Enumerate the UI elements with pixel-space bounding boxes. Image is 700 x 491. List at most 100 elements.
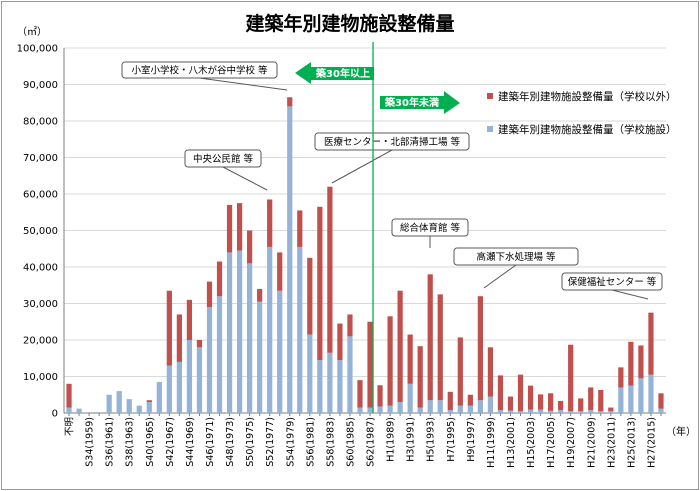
bar-school [186,340,193,413]
bar-school [598,411,604,413]
left-arrow [295,62,374,84]
bar-other [397,290,403,403]
annotation-label: 保健福祉センター 等 [568,276,657,288]
x-tick-label: H1(1989) [386,417,397,462]
bar-school [477,400,483,413]
y-axis-ticks: 0 10,000 20,000 30,000 40,000 50,000 60,000 70,… [17,44,58,420]
bar-other [287,97,293,107]
annotation-box [314,132,470,151]
bar-school [196,347,203,413]
bar-school [357,407,363,413]
x-tick-label: H21(2009) [586,417,597,468]
bar-school [578,411,584,413]
bar-other [206,281,213,308]
bar-other [216,261,223,297]
bar-other [457,337,463,406]
y-tick-label: 70,000 [23,153,58,164]
bar-other [407,334,413,384]
bar-school [287,106,293,414]
bar-other [658,393,664,409]
x-tick-label: H17(2005) [546,417,557,468]
bar-school [427,400,433,413]
bar-school [367,407,373,413]
bar-other [357,380,363,408]
bar-other [638,345,644,379]
x-tick-label: S36(1961) [105,417,116,467]
bar-school [648,374,654,413]
bars [66,97,664,414]
y-tick-label: 80,000 [23,117,58,128]
bar-school [126,399,132,413]
y-tick-label: 100,000 [17,44,58,55]
bar-school [417,407,423,413]
bar-school [176,361,182,413]
annotation-pointer [222,166,268,191]
x-tick-label: H15(2003) [526,417,537,468]
bar-school [347,336,353,413]
bar-other [417,346,423,408]
bar-other [257,288,263,302]
annotation-pointer [199,77,288,91]
gridlines [63,47,666,414]
bar-other [628,341,634,386]
y-tick-label: 50,000 [23,226,58,237]
bar-other [146,400,152,403]
bar-school [387,405,393,413]
right-arrow-label: 築30年未満 [384,96,439,109]
bar-other [608,407,614,412]
bar-school [307,334,313,413]
annotation-box [121,61,278,79]
bar-school [116,391,122,413]
bar-school [136,405,142,413]
bar-other [66,383,72,408]
bar-other [527,385,534,410]
bar-other [196,340,203,348]
bar-other [497,375,504,411]
bar-other [327,186,333,353]
x-tick-label: S38(1963) [125,417,136,467]
x-tick-label: S50(1975) [245,417,256,467]
bar-school [548,410,554,413]
bar-other [517,374,524,412]
bar-other [487,347,494,397]
x-tick-label: S58(1983) [325,417,336,467]
bar-other [186,299,193,340]
bar-school [146,402,152,413]
bar-other [297,210,303,247]
bar-other [588,387,594,411]
annotation-label: 中央公民館 等 [193,153,254,165]
bar-school [628,385,634,413]
y-tick-label: 40,000 [23,263,58,274]
bar-school [377,406,383,413]
bar-other [437,294,443,401]
bar-school [608,411,614,413]
bar-school [437,400,443,413]
bar-school [206,307,213,413]
bar-other [317,206,323,361]
x-tick-label: H11(1999) [486,417,497,468]
bar-school [397,402,403,413]
bar-school [166,365,172,413]
x-tick-label: S42(1967) [165,417,176,467]
bar-other [548,393,554,411]
bar-school [457,405,463,413]
annotation-box [453,247,579,266]
bar-other [347,314,353,337]
bar-school [537,409,544,413]
x-tick-label: H7(1995) [446,417,457,462]
x-tick-label: H13(2001) [506,417,517,468]
bar-school [447,410,453,413]
chart-title: 建築年別建物施設整備量 [245,12,454,35]
x-tick-label: S48(1973) [225,417,236,467]
bar-other [427,274,433,401]
bar-other [507,396,514,411]
x-tick-label: H5(1993) [426,417,437,462]
bar-school [226,252,233,413]
bar-other [267,199,273,247]
bar-other [648,312,654,375]
bar-other [176,314,182,362]
y-tick-label: 0 [52,409,58,420]
bar-other [558,400,564,411]
legend-swatch [487,126,493,132]
